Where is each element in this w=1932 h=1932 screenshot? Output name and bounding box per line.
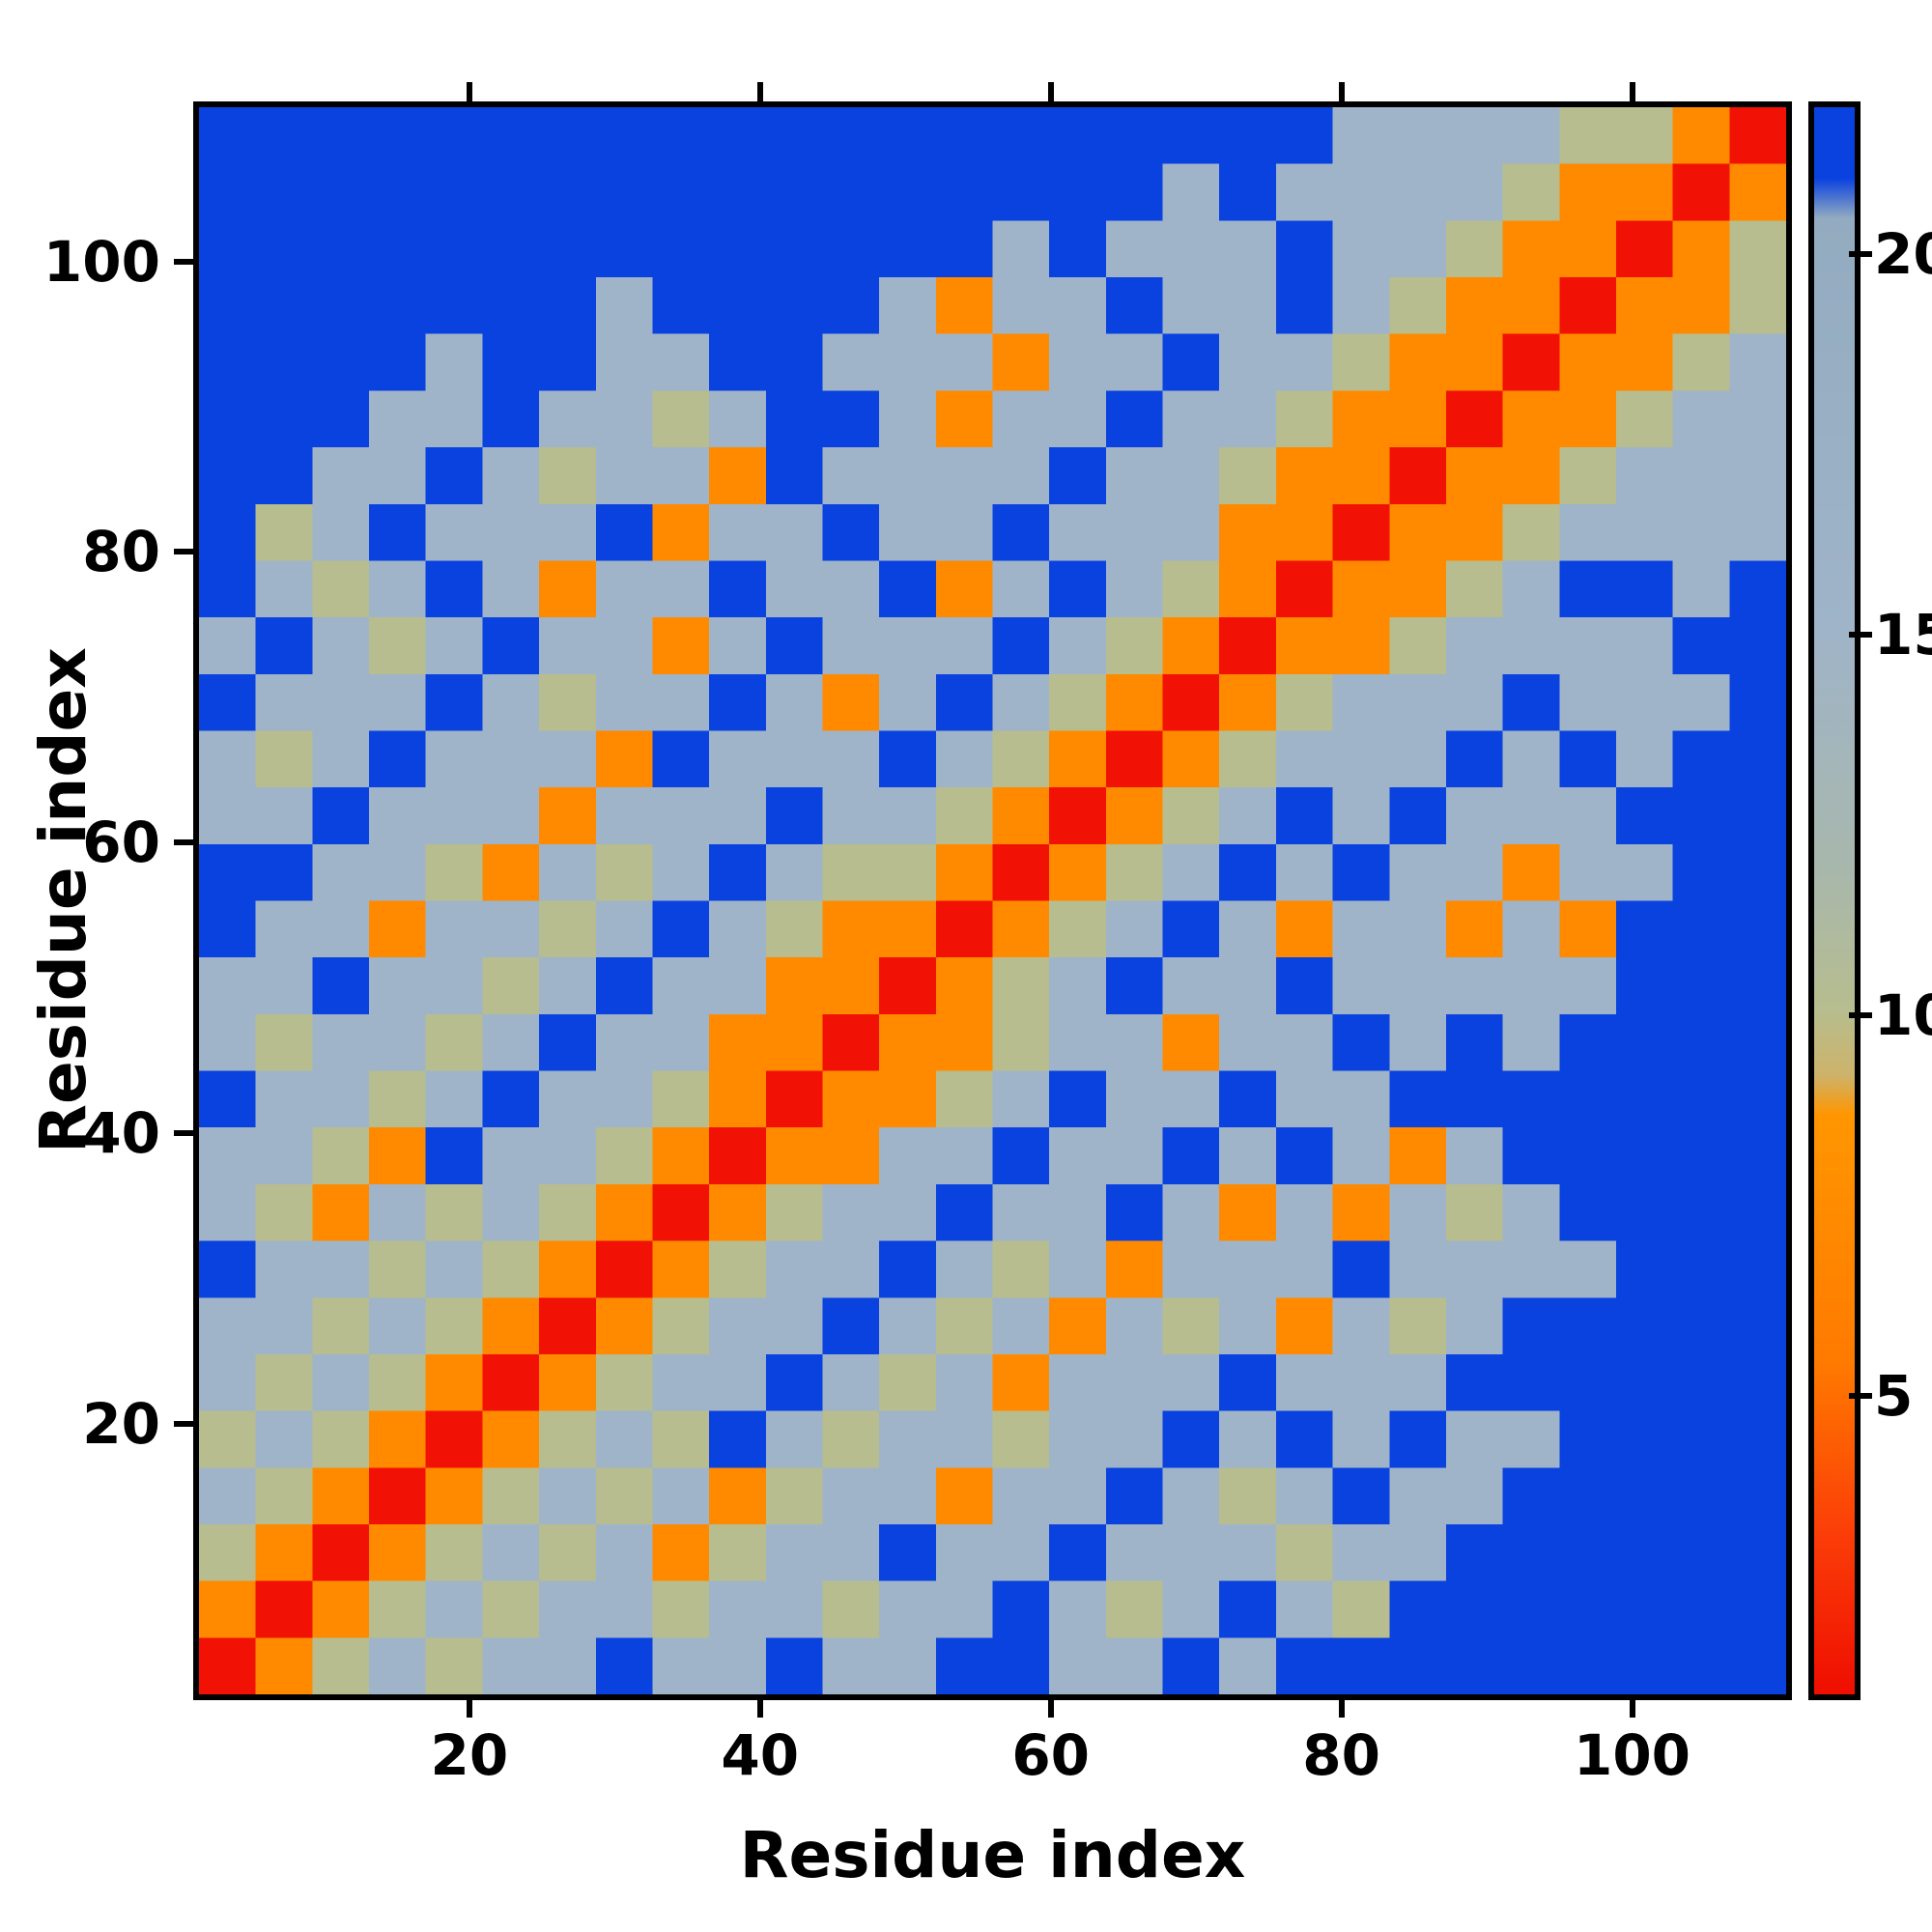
x-tick-label: 40 — [721, 1722, 800, 1788]
x-tick-label: 80 — [1302, 1722, 1380, 1788]
x-tick-mark-bottom — [1338, 1700, 1345, 1718]
y-tick-mark — [174, 1421, 193, 1428]
y-tick-label: 20 — [82, 1391, 160, 1458]
colorbar — [1808, 101, 1861, 1700]
y-tick-mark — [174, 839, 193, 846]
colorbar-tick-label: 15 — [1874, 601, 1932, 668]
y-tick-mark — [174, 1130, 193, 1137]
x-tick-mark-bottom — [756, 1700, 763, 1718]
y-tick-label: 80 — [82, 519, 160, 585]
heatmap-canvas — [199, 107, 1786, 1694]
x-tick-mark-top — [756, 82, 763, 101]
x-tick-mark-bottom — [1629, 1700, 1635, 1718]
x-tick-mark-top — [1338, 82, 1345, 101]
colorbar-tick-label: 10 — [1874, 981, 1932, 1048]
x-tick-mark-top — [466, 82, 472, 101]
x-tick-label: 100 — [1573, 1722, 1691, 1788]
colorbar-tick-label: 5 — [1874, 1362, 1914, 1429]
x-tick-mark-bottom — [1047, 1700, 1054, 1718]
colorbar-tick-mark — [1849, 1011, 1872, 1018]
colorbar-tick-mark — [1849, 631, 1872, 638]
colorbar-tick-mark — [1849, 1392, 1872, 1399]
y-tick-mark — [174, 258, 193, 265]
x-axis-label: Residue index — [739, 1818, 1246, 1892]
x-tick-label: 20 — [430, 1722, 509, 1788]
y-tick-mark — [174, 549, 193, 555]
x-tick-mark-bottom — [466, 1700, 472, 1718]
y-tick-label: 100 — [43, 228, 160, 295]
x-tick-mark-top — [1047, 82, 1054, 101]
y-axis-label: Residue index — [26, 647, 100, 1153]
y-tick-label: 40 — [82, 1100, 160, 1167]
colorbar-tick-label: 20 — [1874, 220, 1932, 287]
heatmap-plot — [193, 101, 1792, 1700]
colorbar-tick-mark — [1849, 250, 1872, 257]
colorbar-gradient — [1814, 107, 1855, 1694]
x-tick-label: 60 — [1011, 1722, 1091, 1788]
x-tick-mark-top — [1629, 82, 1635, 101]
y-tick-label: 60 — [82, 810, 160, 876]
